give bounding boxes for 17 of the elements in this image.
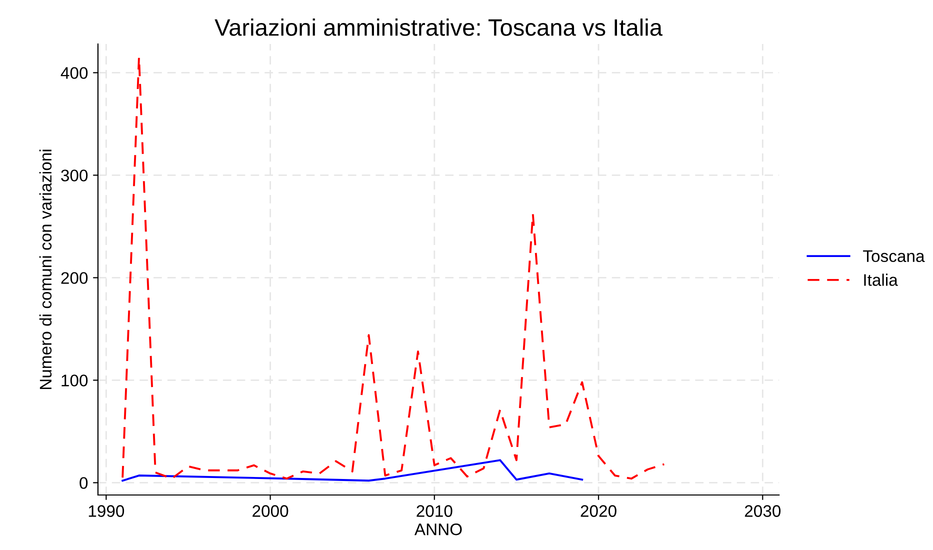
legend-label: Toscana	[863, 250, 925, 262]
chart-title: Variazioni amministrative: Toscana vs Italia	[214, 18, 662, 36]
y-tick-label: 200	[61, 272, 88, 284]
line-series	[122, 56, 666, 480]
legend-label: Italia	[864, 274, 898, 286]
x-axis-title: ANNO	[414, 523, 462, 536]
y-tick-label: 0	[80, 477, 88, 489]
x-tick-label: 2010	[416, 505, 452, 517]
y-tick-label: 100	[62, 374, 88, 386]
y-axis-title: Numero di comuni con variazioni	[39, 150, 52, 390]
y-tick-label: 400	[60, 67, 88, 79]
line-series	[122, 459, 584, 482]
x-tick-label: 2030	[744, 505, 781, 517]
x-tick-label: 1990	[88, 505, 124, 517]
x-tick-label: 2020	[580, 505, 616, 517]
x-tick-label: 2000	[252, 505, 288, 517]
y-tick-label: 300	[61, 170, 88, 182]
